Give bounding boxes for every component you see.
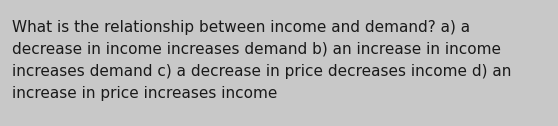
Text: increase in price increases income: increase in price increases income (12, 86, 277, 101)
Text: What is the relationship between income and demand? a) a: What is the relationship between income … (12, 20, 470, 35)
Text: increases demand c) a decrease in price decreases income d) an: increases demand c) a decrease in price … (12, 64, 511, 79)
Text: decrease in income increases demand b) an increase in income: decrease in income increases demand b) a… (12, 42, 501, 57)
